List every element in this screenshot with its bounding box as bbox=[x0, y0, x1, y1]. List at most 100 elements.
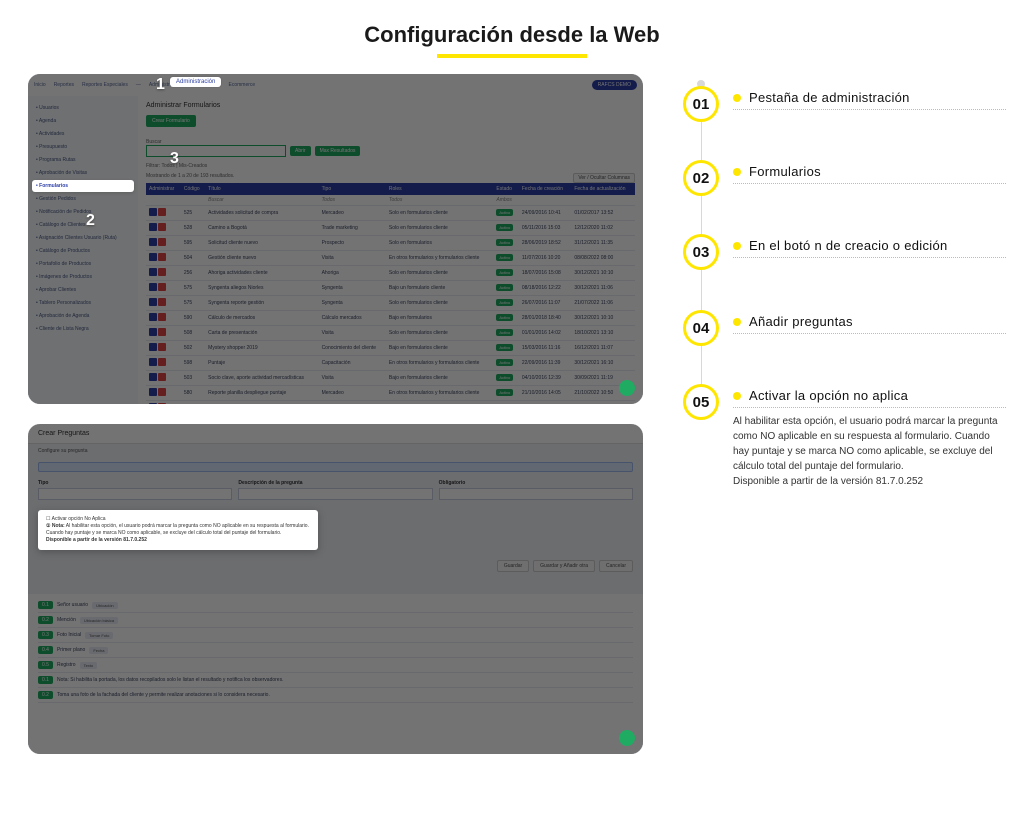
question-row[interactable]: 0.2Toma una foto de la fachada del clien… bbox=[38, 688, 633, 703]
sidebar-item[interactable]: • Asignación Clientes Usuario (Ruta) bbox=[32, 232, 134, 244]
no-aplica-checkbox-label: Activar opción No Aplica bbox=[52, 516, 106, 522]
max-results-button[interactable]: Max Resultados bbox=[315, 146, 361, 156]
table-row[interactable]: 598PuntajeCapacitaciónEn otros formulari… bbox=[146, 356, 635, 371]
nav-item[interactable]: Reportes bbox=[54, 82, 74, 88]
column-header[interactable]: Fecha de actualización bbox=[571, 183, 635, 195]
sidebar-item[interactable]: • Cliente de Lista Negra bbox=[32, 323, 134, 335]
no-aplica-note: ☐ Activar opción No Aplica ① Nota: Al ha… bbox=[38, 510, 318, 550]
table-row[interactable]: 595Solicitud cliente nuevoProspectoSolo … bbox=[146, 236, 635, 251]
table-row[interactable]: 580Reporte planilla despliegue puntajeMe… bbox=[146, 386, 635, 401]
sidebar-item[interactable]: • Aprobar Clientes bbox=[32, 284, 134, 296]
table-row[interactable]: 587Reporte de mercadísticasReporteBajo e… bbox=[146, 401, 635, 405]
sidebar-item[interactable]: • Usuarios bbox=[32, 102, 134, 114]
nav-tab-admin[interactable]: Administración bbox=[170, 77, 221, 87]
user-badge[interactable]: RAFCS DEMO bbox=[592, 80, 637, 90]
search-input[interactable] bbox=[146, 145, 286, 157]
dialog-button[interactable]: Cancelar bbox=[599, 560, 633, 572]
callout-3: 3 bbox=[170, 150, 179, 168]
bullet-icon bbox=[733, 168, 741, 176]
form-field: Tipo bbox=[38, 480, 232, 500]
panel-title: Crear Preguntas bbox=[28, 424, 643, 444]
sidebar-item[interactable]: • Tablero Personalizados bbox=[32, 297, 134, 309]
create-form-button[interactable]: Crear Formulario bbox=[146, 115, 196, 127]
field-input[interactable] bbox=[439, 488, 633, 500]
nav-item[interactable]: Inicio bbox=[34, 82, 46, 88]
toggle-columns-button[interactable]: Ver / Ocultar Columnas bbox=[573, 173, 635, 183]
question-row[interactable]: 0.1Nota: Si habilita la portada, los dat… bbox=[38, 673, 633, 688]
step-description: Al habilitar esta opción, el usuario pod… bbox=[733, 414, 1003, 489]
open-button[interactable]: Abrir bbox=[290, 146, 311, 156]
step-title: Formularios bbox=[749, 164, 821, 179]
field-input[interactable] bbox=[38, 488, 232, 500]
sidebar-item[interactable]: • Notificación de Pedidos bbox=[32, 206, 134, 218]
table-row[interactable]: 502Mystery shopper 2019Conocimiento del … bbox=[146, 341, 635, 356]
step-title: Añadir preguntas bbox=[749, 314, 853, 329]
column-header[interactable]: Estado bbox=[493, 183, 518, 195]
sidebar-item[interactable]: • Portafolio de Productos bbox=[32, 258, 134, 270]
sidebar-item[interactable]: • Aprobación de Agenda bbox=[32, 310, 134, 322]
question-row[interactable]: 0.4Primer planoFecha bbox=[38, 643, 633, 658]
main-area: Administrar Formularios Crear Formulario… bbox=[138, 96, 643, 404]
table-row[interactable]: 575Syngenta aliegos NiorlesSyngentaBajo … bbox=[146, 281, 635, 296]
sidebar-item[interactable]: • Aprobación de Visitas bbox=[32, 167, 134, 179]
filter-row: Filtrar: Todos | Mis-Creados bbox=[146, 163, 635, 169]
table-row[interactable]: 503Socio clave, aporte actividad mercadí… bbox=[146, 371, 635, 386]
table-row[interactable]: 525Actividades solicitud de compraMercad… bbox=[146, 206, 635, 221]
column-header[interactable]: Tipo bbox=[319, 183, 386, 195]
step: 04Añadir preguntas bbox=[683, 310, 1006, 346]
sidebar-item[interactable]: • Imágenes de Productos bbox=[32, 271, 134, 283]
table-row[interactable]: 590Cálculo de mercadosCálculo mercadosBa… bbox=[146, 311, 635, 326]
bullet-icon bbox=[733, 94, 741, 102]
column-header[interactable]: Administrar bbox=[146, 183, 181, 195]
sidebar-item[interactable]: • Catálogo de Productos bbox=[32, 245, 134, 257]
callout-2: 2 bbox=[86, 212, 95, 230]
sidebar-item[interactable]: • Agenda bbox=[32, 115, 134, 127]
column-header[interactable]: Roles bbox=[386, 183, 494, 195]
sidebar-item[interactable]: • Programa Rutas bbox=[32, 154, 134, 166]
fab-button[interactable] bbox=[619, 730, 635, 746]
question-row[interactable]: 0.2MenciónUbicación básica bbox=[38, 613, 633, 628]
table-row[interactable]: 504Gestión cliente nuevoVisitaEn otros f… bbox=[146, 251, 635, 266]
top-nav: Inicio Reportes Reportes Especiales — Admini… bbox=[28, 74, 643, 96]
step-number: 01 bbox=[683, 86, 719, 122]
nav-item[interactable]: — bbox=[136, 82, 141, 88]
question-row[interactable]: 0.3Foto InicialTomar Foto bbox=[38, 628, 633, 643]
nav-item[interactable]: Ecommerce bbox=[229, 82, 256, 88]
step: 05 Activar la opción no aplica Al habilita… bbox=[683, 384, 1006, 489]
nav-item[interactable]: Reportes Especiales bbox=[82, 82, 128, 88]
table-row[interactable]: 575Syngenta reporte gestiónSyngentaSolo … bbox=[146, 296, 635, 311]
page-title: Configuración desde la Web bbox=[0, 0, 1024, 54]
step-title: En el botó n de creacio o edición bbox=[749, 238, 948, 253]
sidebar-item[interactable]: • Gestión Pedidos bbox=[32, 193, 134, 205]
info-banner bbox=[38, 462, 633, 472]
table-row[interactable]: 508Carta de presentaciónVisitaSolo en fo… bbox=[146, 326, 635, 341]
title-underline bbox=[437, 54, 587, 58]
screenshot-1: Inicio Reportes Reportes Especiales — Admini… bbox=[28, 74, 643, 404]
panel-subtitle: Configure su pregunta bbox=[28, 444, 643, 458]
sidebar-item[interactable]: • Presupuesto bbox=[32, 141, 134, 153]
step-number: 05 bbox=[683, 384, 719, 420]
sidebar-item[interactable]: • Actividades bbox=[32, 128, 134, 140]
fab-button[interactable] bbox=[619, 380, 635, 396]
dialog-button[interactable]: Guardar y Añadir otra bbox=[533, 560, 595, 572]
bullet-icon bbox=[733, 392, 741, 400]
form-field: Obligatorio bbox=[439, 480, 633, 500]
sidebar-item[interactable]: • Catálogo de Clientes bbox=[32, 219, 134, 231]
dialog-button[interactable]: Guardar bbox=[497, 560, 529, 572]
step: 01 Pestaña de administración bbox=[683, 86, 1006, 122]
table-row[interactable]: 256Ahoriga actividades clienteAhorigaSol… bbox=[146, 266, 635, 281]
column-header[interactable]: Fecha de creación bbox=[519, 183, 571, 195]
results-summary: Mostrando de 1 a 20 de 193 resultados. bbox=[146, 173, 234, 179]
column-header[interactable]: Código bbox=[181, 183, 205, 195]
callout-1: 1 bbox=[156, 76, 165, 94]
question-row[interactable]: 0.1Señor usuarioUbicación bbox=[38, 598, 633, 613]
field-input[interactable] bbox=[238, 488, 432, 500]
question-row[interactable]: 0.5RegistroTexto bbox=[38, 658, 633, 673]
step-title: Pestaña de administración bbox=[749, 90, 910, 105]
bullet-icon bbox=[733, 318, 741, 326]
steps-timeline: 01Pestaña de administración02Formularios… bbox=[683, 74, 1006, 754]
table-row[interactable]: 528Camino a BogotáTrade marketingSolo en… bbox=[146, 221, 635, 236]
sidebar-item[interactable]: • Formularios bbox=[32, 180, 134, 192]
step-title: Activar la opción no aplica bbox=[749, 388, 908, 403]
column-header[interactable]: Título bbox=[205, 183, 318, 195]
